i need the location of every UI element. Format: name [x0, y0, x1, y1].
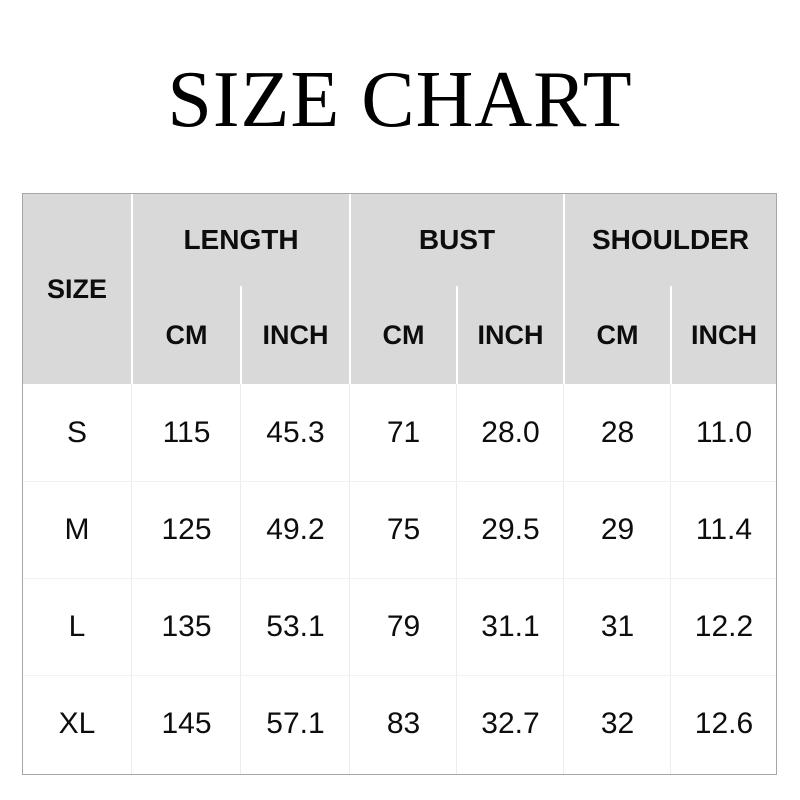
table-row: S 115 45.3 71 28.0 28 11.0: [23, 384, 776, 481]
cell-shoulder-cm: 31: [600, 609, 635, 643]
body-divider-size: [131, 384, 132, 774]
cell-bust-cm: 75: [386, 512, 421, 546]
cell-size: XL: [58, 706, 96, 740]
cell-shoulder-inch: 12.6: [694, 706, 754, 740]
row-divider: [23, 578, 776, 579]
cell-shoulder-cm: 29: [600, 512, 635, 546]
cell-length-inch: 45.3: [266, 415, 325, 449]
column-header-shoulder-cm: CM: [596, 319, 639, 350]
cell-size: S: [66, 415, 87, 449]
cell-shoulder-inch: 11.0: [695, 415, 753, 449]
cell-length-inch: 57.1: [266, 706, 325, 740]
body-divider-bust-units: [456, 384, 457, 774]
column-header-bust-cm: CM: [382, 319, 425, 350]
cell-bust-inch: 31.1: [481, 609, 540, 643]
row-divider: [23, 675, 776, 676]
cell-shoulder-cm: 32: [600, 706, 635, 740]
header-divider-bust-shoulder: [563, 194, 565, 384]
column-group-header-shoulder: SHOULDER: [591, 224, 750, 255]
size-chart-table: SIZE LENGTH BUST SHOULDER CM INCH CM INC…: [22, 193, 777, 775]
cell-shoulder-cm: 28: [600, 415, 635, 449]
cell-length-cm: 115: [162, 415, 211, 449]
cell-size: M: [64, 512, 90, 546]
cell-bust-inch: 32.7: [481, 706, 540, 740]
cell-length-inch: 49.2: [266, 512, 325, 546]
page-title: SIZE CHART: [167, 56, 633, 144]
cell-bust-cm: 71: [386, 415, 421, 449]
cell-shoulder-inch: 12.2: [694, 609, 754, 643]
cell-bust-inch: 29.5: [481, 512, 540, 546]
cell-bust-inch: 28.0: [481, 415, 540, 449]
column-header-bust-inch: INCH: [477, 319, 544, 350]
cell-shoulder-inch: 11.4: [695, 512, 753, 546]
cell-length-cm: 125: [161, 512, 212, 546]
cell-length-inch: 53.1: [266, 609, 325, 643]
column-header-length-cm: CM: [165, 319, 208, 350]
table-row: L 135 53.1 79 31.1 31 12.2: [23, 578, 776, 675]
column-group-header-bust: BUST: [418, 224, 496, 255]
cell-bust-cm: 83: [386, 706, 421, 740]
body-divider-shoulder-units: [670, 384, 671, 774]
body-divider-bust-shoulder: [563, 384, 564, 774]
header-divider-length-units: [240, 286, 242, 384]
header-divider-shoulder-units: [670, 286, 672, 384]
column-header-length-inch: INCH: [262, 319, 329, 350]
cell-bust-cm: 79: [386, 609, 421, 643]
header-divider-length-bust: [349, 194, 351, 384]
column-header-size: SIZE: [46, 273, 107, 304]
column-group-header-length: LENGTH: [183, 224, 299, 255]
body-divider-length-bust: [349, 384, 350, 774]
row-divider: [23, 481, 776, 482]
body-divider-length-units: [240, 384, 241, 774]
table-header: SIZE LENGTH BUST SHOULDER CM INCH CM INC…: [23, 194, 776, 384]
cell-length-cm: 135: [161, 609, 212, 643]
table-row: M 125 49.2 75 29.5 29 11.4: [23, 481, 776, 578]
cell-size: L: [68, 609, 86, 643]
column-header-shoulder-inch: INCH: [691, 319, 757, 350]
table-row: XL 145 57.1 83 32.7 32 12.6: [23, 675, 776, 772]
header-divider-size: [131, 194, 133, 384]
header-divider-bust-units: [456, 286, 458, 384]
table-body: S 115 45.3 71 28.0 28 11.0 M 125 49.2 75…: [23, 384, 776, 774]
cell-length-cm: 145: [161, 706, 212, 740]
